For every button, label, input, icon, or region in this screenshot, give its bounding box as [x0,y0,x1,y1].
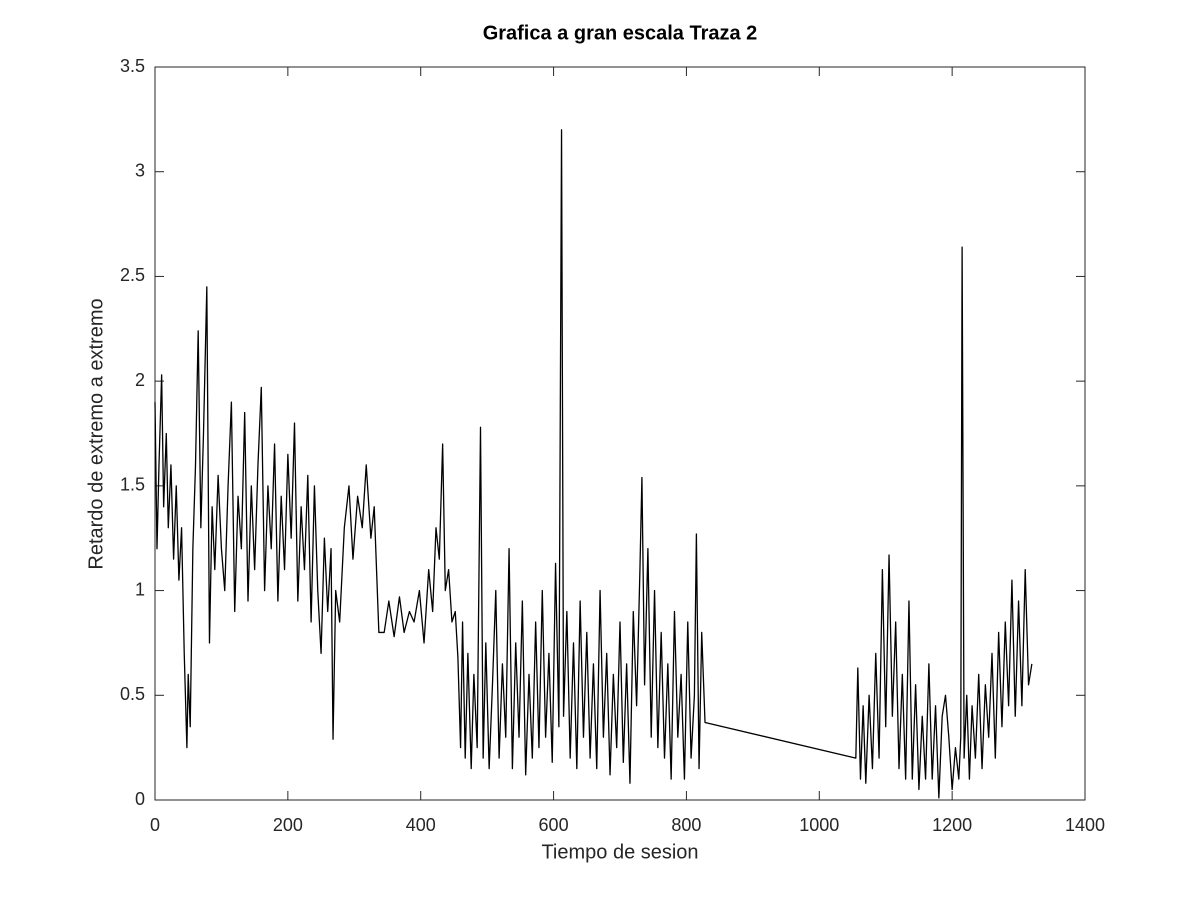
y-tick-label: 3 [135,160,145,180]
x-tick-label: 200 [273,815,303,835]
x-tick-label: 1200 [932,815,972,835]
y-tick-label: 2 [135,370,145,390]
x-tick-label: 400 [406,815,436,835]
y-tick-label: 3.5 [120,56,145,76]
x-tick-label: 600 [539,815,569,835]
x-tick-label: 1000 [799,815,839,835]
x-tick-label: 1400 [1065,815,1105,835]
x-tick-label: 0 [150,815,160,835]
y-tick-label: 1 [135,579,145,599]
chart-title: Grafica a gran escala Traza 2 [483,22,758,44]
y-tick-label: 2.5 [120,265,145,285]
y-tick-label: 0.5 [120,684,145,704]
y-tick-label: 1.5 [120,475,145,495]
y-tick-label: 0 [135,789,145,809]
data-line [154,129,1033,799]
y-axis-label: Retardo de extremo a extremo [85,298,107,569]
x-tick-label: 800 [671,815,701,835]
x-axis-label: Tiempo de sesion [541,841,698,863]
